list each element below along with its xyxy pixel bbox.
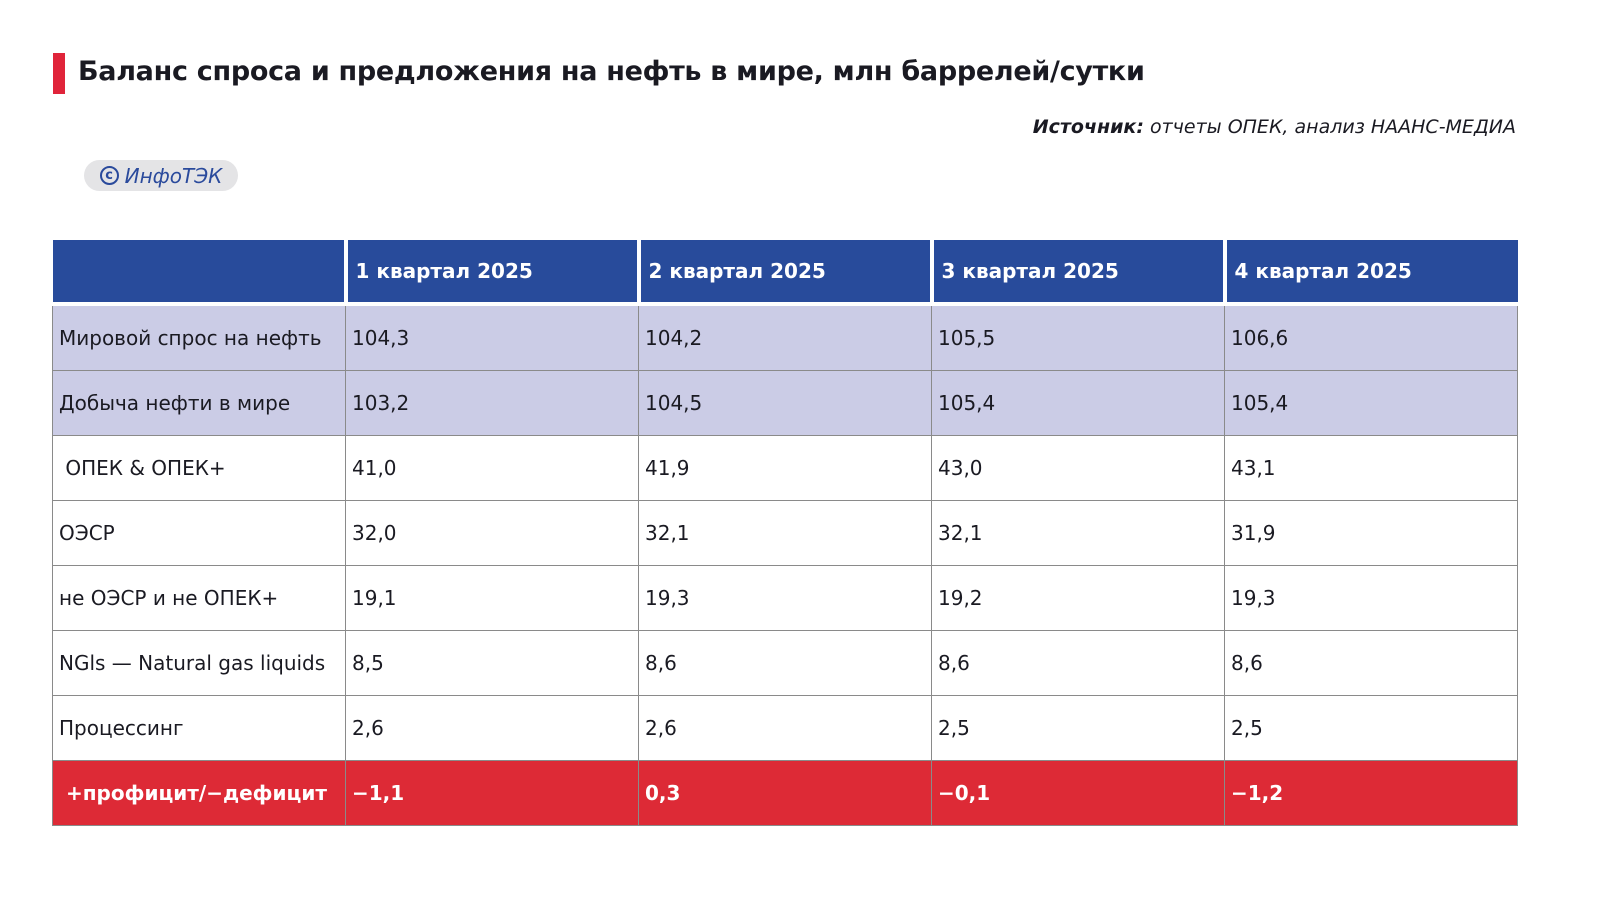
header-cell xyxy=(52,240,346,306)
row-label: Добыча нефти в мире xyxy=(52,370,346,436)
value-cell: 103,2 xyxy=(345,370,639,436)
table-row: NGls — Natural gas liquids 8,5 8,6 8,6 8,6 xyxy=(52,630,1518,696)
source-note: Источник: отчеты ОПЕК, анализ НААНС-МЕДИ… xyxy=(1033,116,1516,138)
copyright-icon: c xyxy=(99,166,119,185)
value-cell: 32,1 xyxy=(638,500,932,566)
infotek-badge: c ИнфоТЭК xyxy=(84,160,238,191)
value-cell: 106,6 xyxy=(1224,303,1518,371)
value-cell: 19,2 xyxy=(931,565,1225,631)
row-label: ОПЕК & ОПЕК+ xyxy=(52,435,346,501)
value-cell: 8,5 xyxy=(345,630,639,696)
value-cell: 8,6 xyxy=(638,630,932,696)
table-row: ОПЕК & ОПЕК+ 41,0 41,9 43,0 43,1 xyxy=(52,435,1518,501)
table-row: Добыча нефти в мире 103,2 104,5 105,4 105,4 xyxy=(52,370,1518,436)
value-cell: 104,5 xyxy=(638,370,932,436)
value-cell: −1,2 xyxy=(1224,760,1518,826)
value-cell: 19,1 xyxy=(345,565,639,631)
title-accent-bar xyxy=(53,53,65,94)
value-cell: 0,3 xyxy=(638,760,932,826)
value-cell: 2,6 xyxy=(638,695,932,761)
table-row: не ОЭСР и не ОПЕК+ 19,1 19,3 19,2 19,3 xyxy=(52,565,1518,631)
value-cell: 41,9 xyxy=(638,435,932,501)
table-row: Мировой спрос на нефть 104,3 104,2 105,5 106… xyxy=(52,303,1518,371)
value-cell: 105,4 xyxy=(931,370,1225,436)
row-label: Мировой спрос на нефть xyxy=(52,303,346,371)
value-cell: 32,0 xyxy=(345,500,639,566)
row-label: Процессинг xyxy=(52,695,346,761)
row-label: +профицит/−дефицит xyxy=(52,760,346,826)
row-label: NGls — Natural gas liquids xyxy=(52,630,346,696)
row-label: ОЭСР xyxy=(52,500,346,566)
table-row: +профицит/−дефицит −1,1 0,3 −0,1 −1,2 xyxy=(52,760,1518,826)
header-cell: 1 квартал 2025 xyxy=(343,240,639,306)
value-cell: 19,3 xyxy=(638,565,932,631)
value-cell: 41,0 xyxy=(345,435,639,501)
value-cell: 31,9 xyxy=(1224,500,1518,566)
value-cell: 43,0 xyxy=(931,435,1225,501)
page-title: Баланс спроса и предложения на нефть в м… xyxy=(78,56,1145,87)
row-label: не ОЭСР и не ОПЕК+ xyxy=(52,565,346,631)
header-cell: 2 квартал 2025 xyxy=(636,240,932,306)
value-cell: 8,6 xyxy=(931,630,1225,696)
value-cell: 8,6 xyxy=(1224,630,1518,696)
value-cell: 43,1 xyxy=(1224,435,1518,501)
value-cell: 105,5 xyxy=(931,303,1225,371)
source-text: отчеты ОПЕК, анализ НААНС-МЕДИА xyxy=(1143,116,1516,138)
value-cell: 2,5 xyxy=(931,695,1225,761)
source-label: Источник: xyxy=(1032,116,1144,138)
oil-balance-table: 1 квартал 2025 2 квартал 2025 3 квартал … xyxy=(52,240,1518,826)
header-cell: 4 квартал 2025 xyxy=(1222,240,1518,306)
table-row: Процессинг 2,6 2,6 2,5 2,5 xyxy=(52,695,1518,761)
badge-text: ИнфоТЭК xyxy=(124,163,223,188)
value-cell: 104,3 xyxy=(345,303,639,371)
value-cell: −1,1 xyxy=(345,760,639,826)
value-cell: 2,5 xyxy=(1224,695,1518,761)
value-cell: 104,2 xyxy=(638,303,932,371)
header-cell: 3 квартал 2025 xyxy=(929,240,1225,306)
table-header-row: 1 квартал 2025 2 квартал 2025 3 квартал … xyxy=(52,240,1518,306)
value-cell: 2,6 xyxy=(345,695,639,761)
value-cell: 105,4 xyxy=(1224,370,1518,436)
table-row: ОЭСР 32,0 32,1 32,1 31,9 xyxy=(52,500,1518,566)
value-cell: 19,3 xyxy=(1224,565,1518,631)
value-cell: 32,1 xyxy=(931,500,1225,566)
value-cell: −0,1 xyxy=(931,760,1225,826)
